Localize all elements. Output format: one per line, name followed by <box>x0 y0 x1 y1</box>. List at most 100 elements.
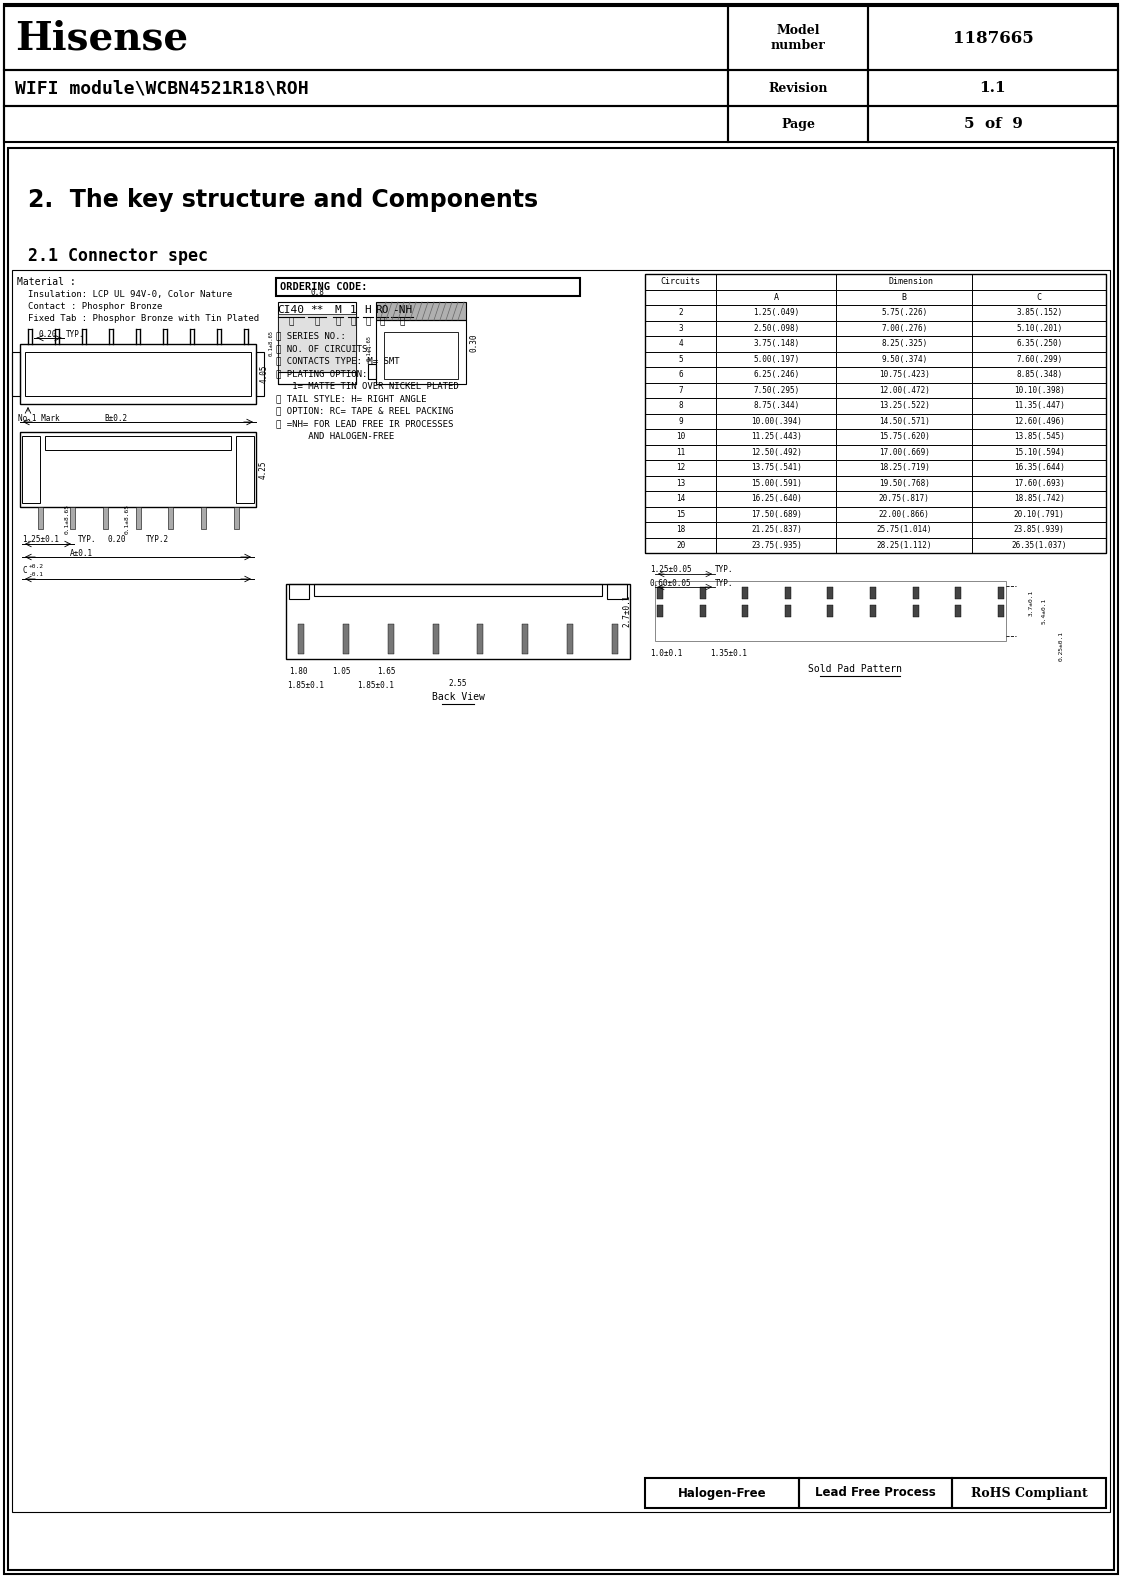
Bar <box>233 507 239 529</box>
Text: 11: 11 <box>677 448 686 456</box>
Text: 21.25(.837): 21.25(.837) <box>751 525 802 535</box>
Bar <box>278 372 356 383</box>
Text: 4.05: 4.05 <box>260 365 269 383</box>
Bar <box>256 352 264 396</box>
Text: 25.75(1.014): 25.75(1.014) <box>876 525 932 535</box>
Bar <box>278 314 356 372</box>
Text: -0.1: -0.1 <box>29 571 44 576</box>
Bar <box>201 507 205 529</box>
Text: 2.7±0.1: 2.7±0.1 <box>623 595 632 626</box>
Text: 8: 8 <box>679 401 683 410</box>
Bar <box>4 6 728 69</box>
Text: 1.85±0.1: 1.85±0.1 <box>287 680 324 690</box>
Bar <box>368 365 376 379</box>
Text: 9.50(.374): 9.50(.374) <box>881 355 928 365</box>
Text: 1.05: 1.05 <box>332 666 350 675</box>
Text: 26.35(1.037): 26.35(1.037) <box>1011 541 1067 549</box>
Text: 1.35±0.1: 1.35±0.1 <box>710 649 747 658</box>
Text: WIFI module\WCBN4521R18\ROH: WIFI module\WCBN4521R18\ROH <box>15 79 309 96</box>
Text: 1.65: 1.65 <box>377 666 395 675</box>
Bar <box>278 301 356 383</box>
Text: TYP.: TYP. <box>79 535 96 543</box>
Bar <box>22 436 40 503</box>
Text: ⑤: ⑤ <box>366 317 370 327</box>
Bar <box>522 623 528 653</box>
Text: 13.75(.541): 13.75(.541) <box>751 464 802 472</box>
Bar <box>289 584 309 600</box>
Text: 12.60(.496): 12.60(.496) <box>1013 417 1065 426</box>
Text: 8.85(.348): 8.85(.348) <box>1017 371 1063 379</box>
Text: 0.30: 0.30 <box>469 335 478 352</box>
Bar <box>20 344 256 404</box>
Text: Contact : Phosphor Bronze: Contact : Phosphor Bronze <box>28 301 163 311</box>
Bar <box>868 69 1118 106</box>
Text: 13.85(.545): 13.85(.545) <box>1013 432 1065 442</box>
Text: 18: 18 <box>677 525 686 535</box>
Text: Insulation: LCP UL 94V-0, Color Nature: Insulation: LCP UL 94V-0, Color Nature <box>28 289 232 298</box>
Text: 1.85±0.1: 1.85±0.1 <box>358 680 395 690</box>
Text: ORDERING CODE:: ORDERING CODE: <box>280 282 368 292</box>
Text: **: ** <box>311 305 324 316</box>
Bar <box>236 436 254 503</box>
Bar <box>785 604 791 617</box>
Bar <box>728 6 868 69</box>
Bar <box>4 69 728 106</box>
Text: ⑥ OPTION: RC= TAPE & REEL PACKING: ⑥ OPTION: RC= TAPE & REEL PACKING <box>276 407 453 415</box>
Text: TYP.: TYP. <box>715 579 734 587</box>
Bar <box>700 587 706 600</box>
Bar <box>657 604 663 617</box>
Text: 1187665: 1187665 <box>953 30 1033 46</box>
Text: 9: 9 <box>679 417 683 426</box>
Text: 18.85(.742): 18.85(.742) <box>1013 494 1065 503</box>
Bar <box>298 623 304 653</box>
Text: 28.25(1.112): 28.25(1.112) <box>876 541 932 549</box>
Text: 0.1±8.65: 0.1±8.65 <box>367 335 371 361</box>
Text: 1.25±0.1: 1.25±0.1 <box>22 535 59 543</box>
Text: AND HALOGEN-FREE: AND HALOGEN-FREE <box>276 431 394 440</box>
Text: 17.50(.689): 17.50(.689) <box>751 510 802 519</box>
Text: 2.55: 2.55 <box>449 679 467 688</box>
Bar <box>376 301 466 320</box>
Text: 10.00(.394): 10.00(.394) <box>751 417 802 426</box>
Text: 7.00(.276): 7.00(.276) <box>881 323 928 333</box>
Bar <box>20 432 256 507</box>
Text: 10: 10 <box>677 432 686 442</box>
Bar <box>655 581 1006 641</box>
Text: 6.35(.250): 6.35(.250) <box>1017 339 1063 349</box>
Text: 23.85(.939): 23.85(.939) <box>1013 525 1065 535</box>
Text: 3.85(.152): 3.85(.152) <box>1017 308 1063 317</box>
Bar <box>103 507 108 529</box>
Bar <box>871 604 876 617</box>
Text: 11.25(.443): 11.25(.443) <box>751 432 802 442</box>
Bar <box>25 352 251 396</box>
Bar <box>384 331 458 379</box>
Bar <box>433 623 439 653</box>
Bar <box>478 623 484 653</box>
Text: 10.10(.398): 10.10(.398) <box>1013 385 1065 394</box>
Text: TYP.: TYP. <box>66 330 84 339</box>
Text: Hisense: Hisense <box>15 19 188 57</box>
Text: 13: 13 <box>677 478 686 488</box>
Text: 13.25(.522): 13.25(.522) <box>879 401 930 410</box>
Text: Sold Pad Pattern: Sold Pad Pattern <box>809 664 902 674</box>
Bar <box>913 604 919 617</box>
Text: C: C <box>1037 294 1041 301</box>
Text: 2: 2 <box>679 308 683 317</box>
Text: 19.50(.768): 19.50(.768) <box>879 478 930 488</box>
Text: 16.35(.644): 16.35(.644) <box>1013 464 1065 472</box>
Text: 5.4±0.1: 5.4±0.1 <box>1041 598 1047 625</box>
Text: ④ PLATING OPTION:: ④ PLATING OPTION: <box>276 369 367 379</box>
Bar <box>388 623 394 653</box>
Text: 7.60(.299): 7.60(.299) <box>1017 355 1063 365</box>
Bar <box>12 270 1110 1512</box>
Text: 5  of  9: 5 of 9 <box>964 117 1022 131</box>
Bar <box>728 69 868 106</box>
Text: 23.75(.935): 23.75(.935) <box>751 541 802 549</box>
Text: Revision: Revision <box>769 82 828 95</box>
Text: 7: 7 <box>679 385 683 394</box>
Text: Material :: Material : <box>17 278 76 287</box>
Text: TYP.: TYP. <box>715 565 734 573</box>
Bar <box>871 587 876 600</box>
Text: 1.1: 1.1 <box>980 80 1006 95</box>
Text: Fixed Tab : Phosphor Bronze with Tin Plated: Fixed Tab : Phosphor Bronze with Tin Pla… <box>28 314 259 322</box>
